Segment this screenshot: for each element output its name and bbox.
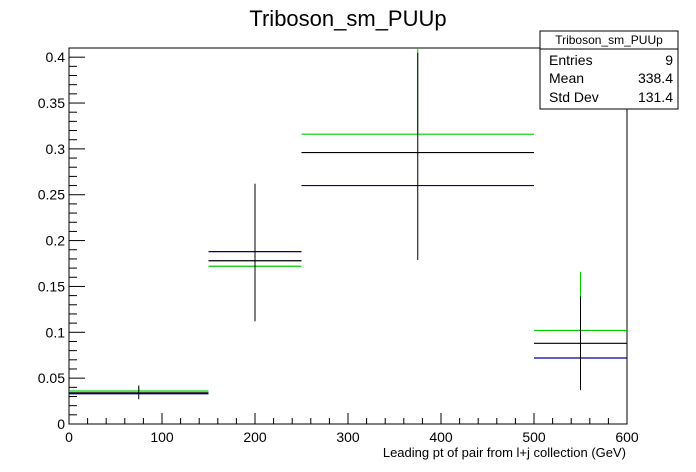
y-tick-label: 0.25 [38, 187, 65, 203]
y-tick-label: 0 [57, 416, 65, 432]
stats-box-frame [539, 30, 679, 110]
y-tick-label: 0.3 [46, 141, 66, 157]
stats-entries-label: Entries [549, 52, 593, 68]
stats-stddev-label: Std Dev [549, 89, 599, 105]
x-tick-label: 200 [243, 429, 267, 445]
y-tick-label: 0.15 [38, 278, 65, 294]
y-tick-label: 0.05 [38, 370, 65, 386]
stats-box: Triboson_sm_PUUp Entries 9 Mean 338.4 St… [539, 30, 679, 110]
x-axis-label: Leading pt of pair from l+j collection (… [383, 445, 626, 460]
chart-title: Triboson_sm_PUUp [249, 6, 446, 31]
y-tick-label: 0.4 [46, 49, 66, 65]
x-tick-label: 300 [336, 429, 360, 445]
x-tick-label: 100 [150, 429, 174, 445]
series-layer [69, 48, 627, 400]
x-tick-label: 500 [522, 429, 546, 445]
stats-entries-value: 9 [665, 52, 673, 68]
y-axis: 0 0.05 0.1 0.15 0.2 0.25 0.3 0.35 0.4 [38, 49, 85, 432]
x-axis: 0 100 200 300 400 500 600 [65, 413, 639, 445]
y-tick-label: 0.2 [46, 233, 66, 249]
stats-mean-value: 338.4 [638, 70, 673, 86]
y-tick-label: 0.35 [38, 95, 65, 111]
x-tick-label: 0 [65, 429, 73, 445]
stats-mean-label: Mean [549, 70, 584, 86]
y-tick-label: 0.1 [46, 324, 66, 340]
stats-box-title: Triboson_sm_PUUp [555, 33, 663, 47]
x-tick-label: 400 [429, 429, 453, 445]
stats-stddev-value: 131.4 [638, 89, 673, 105]
x-tick-label: 600 [615, 429, 639, 445]
